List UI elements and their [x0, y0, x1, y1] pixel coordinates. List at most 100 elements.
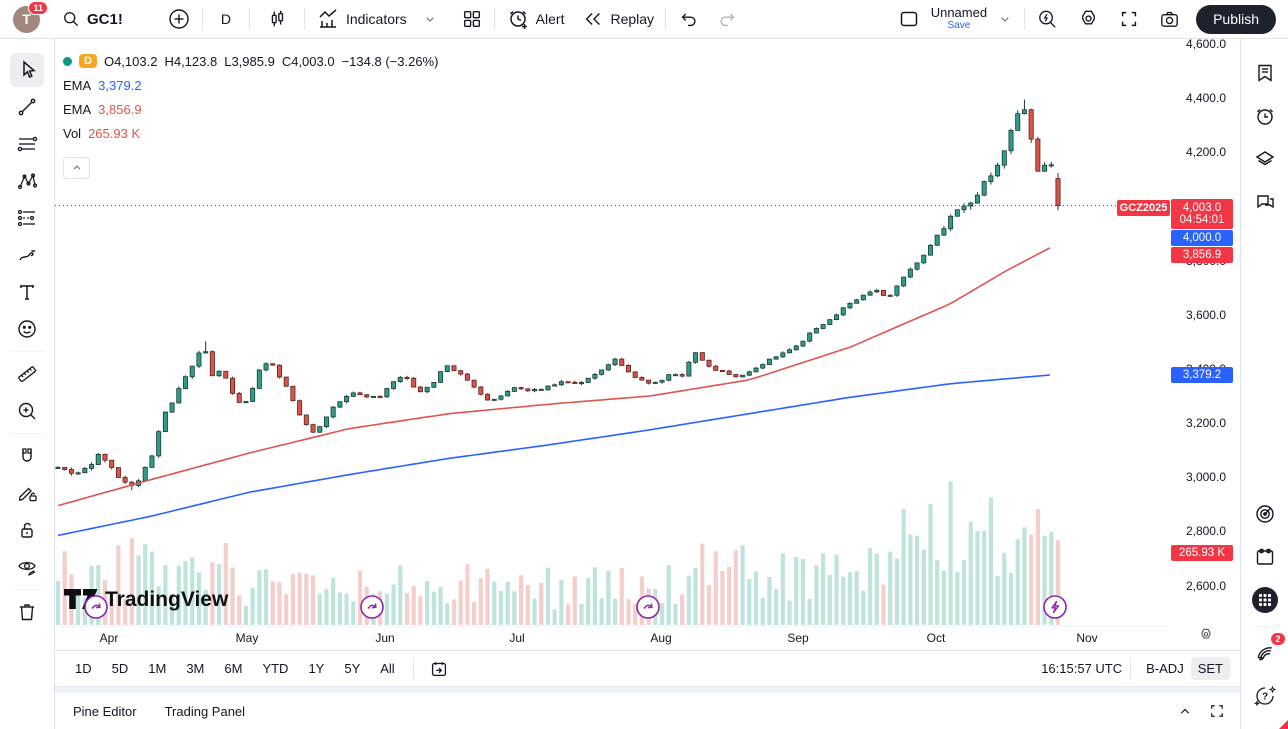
volume-bar: [216, 564, 222, 625]
save-layout-button[interactable]: Unnamed Save: [888, 0, 1022, 38]
object-tree-button[interactable]: [1248, 142, 1282, 176]
chevron-down-icon[interactable]: [997, 11, 1013, 27]
fullscreen-icon: [1121, 11, 1137, 27]
zoom-in-tool[interactable]: [10, 394, 44, 428]
range-button-all[interactable]: All: [380, 661, 395, 676]
fib-retracement-tool[interactable]: [10, 127, 44, 161]
undo-button[interactable]: [668, 0, 708, 38]
range-button-5y[interactable]: 5Y: [344, 661, 361, 676]
pattern-tool[interactable]: [10, 164, 44, 198]
position-tool[interactable]: [10, 201, 44, 235]
remove-drawings-tool[interactable]: [10, 595, 44, 629]
timeline-rollover-marker[interactable]: [636, 595, 660, 619]
range-button-1m[interactable]: 1M: [148, 661, 167, 676]
chevron-down-icon: [425, 17, 434, 22]
range-button-ytd[interactable]: YTD: [262, 661, 289, 676]
timeline-bolt-marker[interactable]: [1043, 595, 1067, 619]
chats-button[interactable]: [1248, 185, 1282, 219]
volume-bar: [1049, 531, 1054, 625]
volume-bar: [425, 581, 430, 625]
publish-button[interactable]: Publish: [1196, 4, 1276, 34]
tradingview-watermark: TradingView: [64, 588, 229, 611]
volume-bar: [1029, 534, 1034, 625]
panel-expand-icon[interactable]: [1176, 702, 1194, 720]
calendar-button[interactable]: [1248, 540, 1282, 574]
candle-body: [585, 377, 591, 383]
chart-style-button[interactable]: [252, 0, 302, 38]
settings-button[interactable]: [1068, 0, 1109, 38]
cursor-tool[interactable]: [10, 53, 44, 87]
save-label[interactable]: Save: [947, 20, 971, 31]
quick-search-button[interactable]: [1027, 0, 1068, 38]
volume-bar: [451, 599, 457, 625]
measure-tool[interactable]: [10, 357, 44, 391]
screenshot-button[interactable]: [1149, 0, 1190, 38]
volume-legend-row[interactable]: Vol 265.93 K: [63, 121, 438, 145]
time-axis[interactable]: Apr May Jun Jul Aug Sep Oct Nov: [55, 626, 1168, 650]
volume-bar: [841, 576, 846, 625]
range-button-1d[interactable]: 1D: [75, 661, 92, 676]
symbol-search[interactable]: GC1!: [52, 0, 132, 38]
timeline-rollover-marker[interactable]: [360, 595, 384, 619]
fullscreen-button[interactable]: [1109, 0, 1149, 38]
alerts-button[interactable]: [1248, 99, 1282, 133]
lock-drawings-tool[interactable]: [10, 513, 44, 547]
hide-drawings-tool[interactable]: [10, 550, 44, 584]
candle-body: [424, 386, 430, 393]
replay-button[interactable]: Replay: [573, 0, 663, 38]
utc-clock[interactable]: 16:15:57 UTC: [1041, 661, 1123, 676]
adjustment-toggle[interactable]: B-ADJ: [1146, 661, 1184, 676]
chat-icon: [1256, 195, 1274, 209]
indicators-button[interactable]: Indicators: [307, 0, 416, 38]
trend-line-tool[interactable]: [10, 90, 44, 124]
replay-icon: [586, 13, 601, 25]
notifications-button[interactable]: 2: [1248, 633, 1285, 670]
tab-trading-panel[interactable]: Trading Panel: [164, 703, 246, 719]
range-button-1y[interactable]: 1Y: [308, 661, 325, 676]
legend-collapse-button[interactable]: [63, 157, 90, 179]
bottom-toolbar: 1D 5D 1M 3M 6M YTD 1Y 5Y All 16:15:57 UTC B-ADJ …: [55, 650, 1240, 687]
volume-bar: [592, 567, 598, 625]
timeline-rollover-marker[interactable]: [84, 595, 108, 619]
range-button-5d[interactable]: 5D: [111, 661, 129, 676]
range-button-3m[interactable]: 3M: [186, 661, 205, 676]
indicator-templates-button[interactable]: [416, 0, 444, 38]
candle-body: [109, 459, 115, 468]
price-scale[interactable]: 4,600.04,400.04,200.04,000.03,800.03,600…: [1168, 37, 1240, 729]
ideas-stream-button[interactable]: [1248, 497, 1282, 531]
compare-add-button[interactable]: [158, 0, 200, 38]
ema-slow-axis-label: 3,379.2: [1171, 366, 1233, 383]
apps-menu-button[interactable]: [1248, 583, 1282, 617]
interval-button[interactable]: D: [205, 0, 247, 38]
watchlist-button[interactable]: [1248, 56, 1282, 90]
tab-pine-editor[interactable]: Pine Editor: [73, 703, 137, 719]
volume-bar: [619, 568, 624, 625]
session-toggle[interactable]: SET: [1190, 657, 1230, 680]
zoom-in-icon: [18, 402, 36, 420]
symbol-legend-row[interactable]: D O4,103.2 H4,123.8 L3,985.9 C4,003.0 −1…: [63, 49, 438, 73]
alert-button[interactable]: Alert: [497, 0, 574, 38]
divider: [10, 351, 44, 352]
user-avatar[interactable]: T 11: [13, 0, 48, 33]
go-to-date-button[interactable]: [424, 656, 454, 682]
emoji-tool[interactable]: [10, 312, 44, 346]
brush-tool[interactable]: [10, 238, 44, 272]
drawing-mode-tool[interactable]: [10, 476, 44, 510]
redo-button[interactable]: [708, 0, 748, 38]
candle-body: [330, 406, 336, 418]
magnet-tool[interactable]: [10, 439, 44, 473]
layout-grid-button[interactable]: [452, 0, 492, 38]
lock-icon: [21, 522, 33, 538]
eye-pencil-icon: [18, 561, 36, 576]
level-axis-label: 4,000.0: [1171, 229, 1233, 246]
text-tool[interactable]: [10, 275, 44, 309]
ema-slow-legend-row[interactable]: EMA 3,379.2: [63, 73, 438, 97]
candle-body: [323, 416, 329, 428]
help-button[interactable]: ?: [1248, 679, 1282, 713]
axis-settings-icon[interactable]: [1198, 627, 1214, 643]
range-button-6m[interactable]: 6M: [224, 661, 243, 676]
ema-fast-legend-row[interactable]: EMA 3,856.9: [63, 97, 438, 121]
panel-maximize-icon[interactable]: [1208, 702, 1226, 720]
price-chart[interactable]: TradingView: [55, 39, 1168, 627]
volume-bar: [867, 548, 873, 625]
